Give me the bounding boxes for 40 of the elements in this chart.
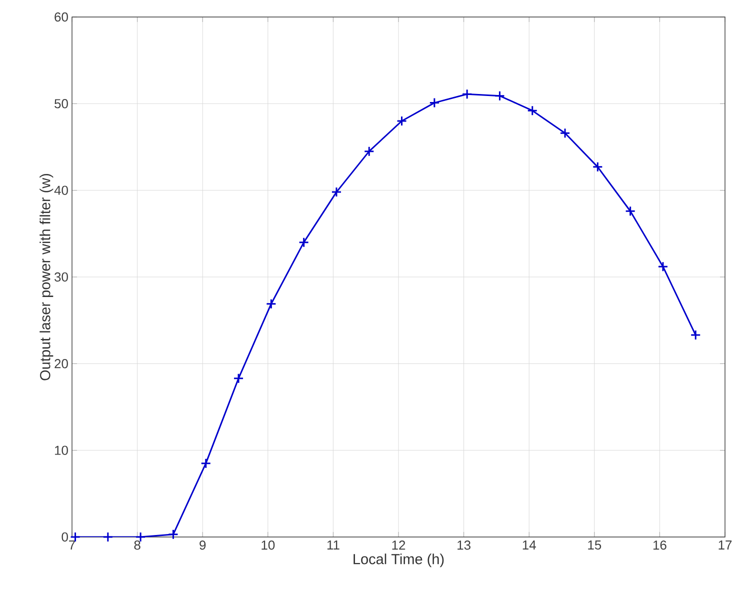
x-tick-label: 14 (522, 540, 536, 550)
point (462, 88, 472, 100)
y-tick-label: 60 (54, 12, 68, 22)
point (429, 98, 440, 108)
point (168, 529, 178, 540)
point (560, 128, 570, 138)
y-tick-label: 20 (54, 359, 68, 368)
point (70, 532, 81, 542)
point (233, 373, 244, 384)
x-tick-label: 7 (69, 540, 75, 550)
point (527, 105, 538, 116)
x-tick-label: 8 (134, 540, 140, 550)
x-tick-label: 16 (653, 540, 666, 550)
y-tick-label: 50 (54, 99, 68, 108)
x-tick-label: 11 (327, 540, 340, 550)
y-tick-label: 0 (62, 532, 68, 542)
x-tick-label: 17 (718, 540, 732, 550)
x-tick-label: 13 (458, 540, 470, 550)
x-tick-label: 15 (588, 540, 602, 550)
point (102, 532, 114, 542)
point (298, 237, 310, 248)
y-tick-label: 40 (54, 186, 68, 195)
y-axis-title: Output laser power with filter (w) (40, 174, 54, 380)
point (200, 458, 212, 469)
point (364, 146, 374, 157)
y-tick-label: 10 (55, 446, 68, 455)
point (396, 116, 408, 126)
x-tick-label: 12 (392, 540, 406, 550)
x-tick-label: 10 (262, 540, 275, 550)
point (494, 90, 505, 102)
point (331, 186, 342, 198)
x-axis-title: Local Time (h) (354, 554, 444, 568)
y-tick-label: 30 (54, 272, 68, 282)
x-tick-label: 9 (200, 540, 206, 550)
point (266, 298, 276, 310)
point (625, 206, 636, 216)
point (690, 330, 701, 340)
point (658, 261, 668, 272)
point (135, 532, 146, 542)
point (592, 162, 603, 172)
